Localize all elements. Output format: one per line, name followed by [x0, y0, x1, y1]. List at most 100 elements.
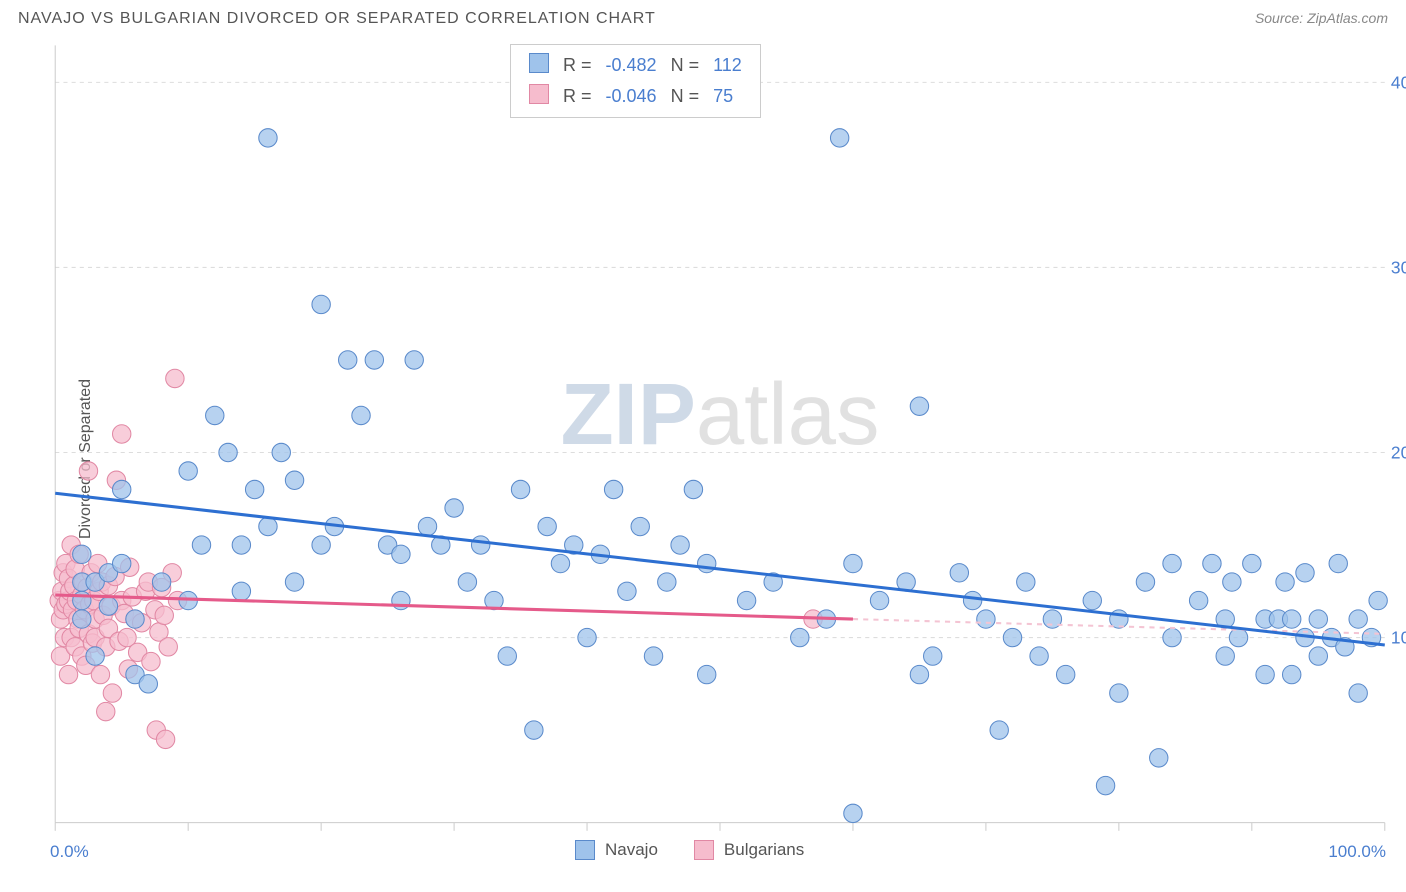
data-point-navajo: [1296, 564, 1314, 582]
y-tick-label: 10.0%: [1391, 628, 1406, 648]
data-point-bulgarians: [97, 702, 115, 720]
data-point-navajo: [1136, 573, 1154, 591]
data-point-navajo: [1309, 647, 1327, 665]
data-point-navajo: [1349, 610, 1367, 628]
chart-area: Divorced or Separated ZIPatlas 10.0%20.0…: [0, 34, 1406, 884]
data-point-navajo: [963, 591, 981, 609]
data-point-navajo: [259, 517, 277, 535]
watermark: ZIPatlas: [561, 366, 880, 463]
data-point-navajo: [179, 462, 197, 480]
data-point-navajo: [1030, 647, 1048, 665]
source-credit: Source: ZipAtlas.com: [1255, 10, 1388, 26]
data-point-navajo: [445, 499, 463, 517]
data-point-navajo: [924, 647, 942, 665]
data-point-navajo: [844, 554, 862, 572]
data-point-navajo: [1083, 591, 1101, 609]
data-point-navajo: [644, 647, 662, 665]
r-label: R =: [557, 51, 598, 80]
data-point-navajo: [1276, 573, 1294, 591]
data-point-navajo: [737, 591, 755, 609]
data-point-navajo: [1056, 665, 1074, 683]
data-point-navajo: [352, 406, 370, 424]
n-value-navajo: 112: [707, 51, 748, 80]
data-point-navajo: [126, 610, 144, 628]
data-point-navajo: [471, 536, 489, 554]
data-point-navajo: [698, 554, 716, 572]
data-point-navajo: [365, 351, 383, 369]
x-axis-max-label: 100.0%: [1328, 842, 1386, 862]
n-label: N =: [665, 82, 706, 111]
correlation-row-navajo: R = -0.482 N = 112: [523, 51, 748, 80]
data-point-navajo: [671, 536, 689, 554]
data-point-bulgarians: [156, 730, 174, 748]
data-point-navajo: [538, 517, 556, 535]
source-prefix: Source:: [1255, 10, 1307, 26]
chart-title: NAVAJO VS BULGARIAN DIVORCED OR SEPARATE…: [18, 10, 656, 28]
data-point-navajo: [1369, 591, 1387, 609]
data-point-bulgarians: [103, 684, 121, 702]
data-point-navajo: [870, 591, 888, 609]
data-point-navajo: [339, 351, 357, 369]
data-point-navajo: [285, 471, 303, 489]
data-point-navajo: [910, 665, 928, 683]
data-point-navajo: [272, 443, 290, 461]
data-point-bulgarians: [91, 665, 109, 683]
data-point-navajo: [977, 610, 995, 628]
data-point-navajo: [232, 536, 250, 554]
r-label: R =: [557, 82, 598, 111]
swatch-bulgarians-icon: [529, 84, 549, 104]
data-point-navajo: [791, 628, 809, 646]
data-point-navajo: [1003, 628, 1021, 646]
data-point-navajo: [139, 675, 157, 693]
data-point-navajo: [259, 129, 277, 147]
r-value-bulgarians: -0.046: [600, 82, 663, 111]
legend-label-navajo: Navajo: [605, 840, 658, 860]
data-point-navajo: [152, 573, 170, 591]
data-point-navajo: [1163, 554, 1181, 572]
swatch-navajo-icon: [529, 53, 549, 73]
data-point-bulgarians: [159, 638, 177, 656]
data-point-bulgarians: [166, 369, 184, 387]
y-tick-label: 20.0%: [1391, 443, 1406, 463]
data-point-navajo: [1329, 554, 1347, 572]
data-point-navajo: [1349, 684, 1367, 702]
data-point-navajo: [618, 582, 636, 600]
data-point-navajo: [1017, 573, 1035, 591]
data-point-navajo: [551, 554, 569, 572]
data-point-bulgarians: [155, 606, 173, 624]
x-axis-min-label: 0.0%: [50, 842, 89, 862]
series-legend: Navajo Bulgarians: [575, 840, 804, 860]
n-value-bulgarians: 75: [707, 82, 748, 111]
data-point-navajo: [578, 628, 596, 646]
data-point-navajo: [511, 480, 529, 498]
correlation-row-bulgarians: R = -0.046 N = 75: [523, 82, 748, 111]
data-point-navajo: [498, 647, 516, 665]
data-point-navajo: [312, 295, 330, 313]
data-point-navajo: [405, 351, 423, 369]
data-point-bulgarians: [142, 652, 160, 670]
data-point-navajo: [1110, 684, 1128, 702]
y-tick-label: 30.0%: [1391, 258, 1406, 278]
data-point-navajo: [910, 397, 928, 415]
data-point-navajo: [73, 610, 91, 628]
data-point-navajo: [950, 564, 968, 582]
r-value-navajo: -0.482: [600, 51, 663, 80]
data-point-navajo: [658, 573, 676, 591]
data-point-navajo: [285, 573, 303, 591]
data-point-navajo: [1229, 628, 1247, 646]
data-point-navajo: [192, 536, 210, 554]
data-point-navajo: [1150, 749, 1168, 767]
source-link[interactable]: ZipAtlas.com: [1307, 10, 1388, 26]
data-point-navajo: [698, 665, 716, 683]
data-point-navajo: [684, 480, 702, 498]
data-point-navajo: [458, 573, 476, 591]
data-point-navajo: [1283, 665, 1301, 683]
y-tick-label: 40.0%: [1391, 73, 1406, 93]
data-point-navajo: [830, 129, 848, 147]
data-point-bulgarians: [59, 665, 77, 683]
data-point-navajo: [1223, 573, 1241, 591]
data-point-navajo: [1203, 554, 1221, 572]
data-point-navajo: [604, 480, 622, 498]
data-point-navajo: [73, 545, 91, 563]
data-point-navajo: [99, 597, 117, 615]
